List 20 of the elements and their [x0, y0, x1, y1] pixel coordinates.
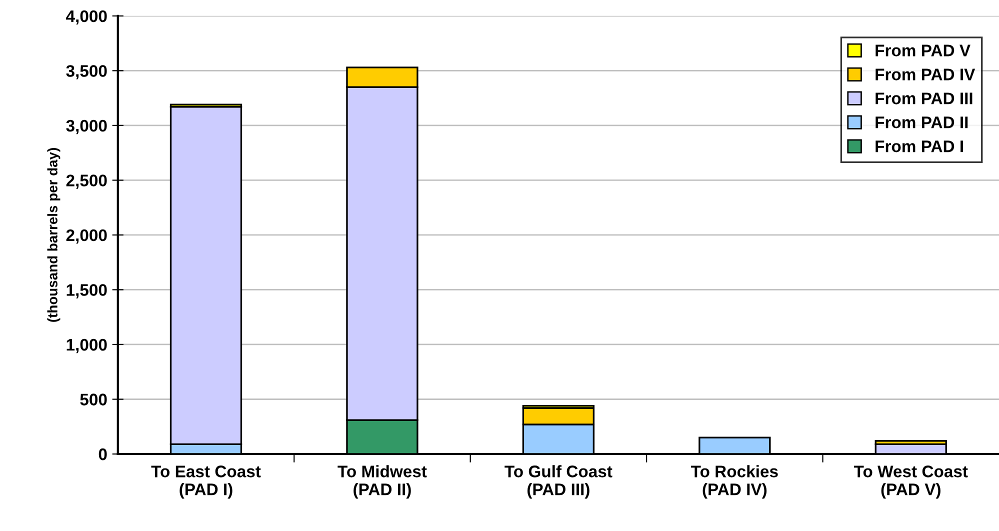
- y-axis-title: (thousand barrels per day): [47, 148, 60, 322]
- y-tick-label: 1,500: [66, 284, 107, 298]
- legend-label: From PAD I: [876, 140, 963, 152]
- y-tick-label: 3,000: [66, 120, 107, 134]
- legend-label: From PAD V: [876, 44, 970, 56]
- x-tick-label: To Midwest (PAD II): [338, 465, 427, 499]
- y-tick-label: 0: [98, 448, 107, 460]
- y-tick-label: 2,000: [66, 229, 107, 244]
- x-tick-label: To Rockies (PAD IV): [691, 465, 778, 499]
- y-tick-label: 3,500: [66, 65, 107, 80]
- legend-label: From PAD II: [876, 116, 968, 128]
- legend-label: From PAD IV: [876, 68, 976, 80]
- y-tick-label: 1,000: [66, 338, 107, 354]
- x-tick-label: To Gulf Coast (PAD III): [504, 465, 612, 499]
- y-tick-label: 2,500: [66, 174, 107, 189]
- legend-label: From PAD III: [876, 92, 972, 104]
- x-tick-label: To West Coast (PAD V): [854, 466, 968, 499]
- y-tick-label: 4,000: [66, 10, 107, 25]
- y-tick-label: 500: [80, 394, 107, 406]
- x-tick-label: To East Coast (PAD I): [151, 466, 261, 499]
